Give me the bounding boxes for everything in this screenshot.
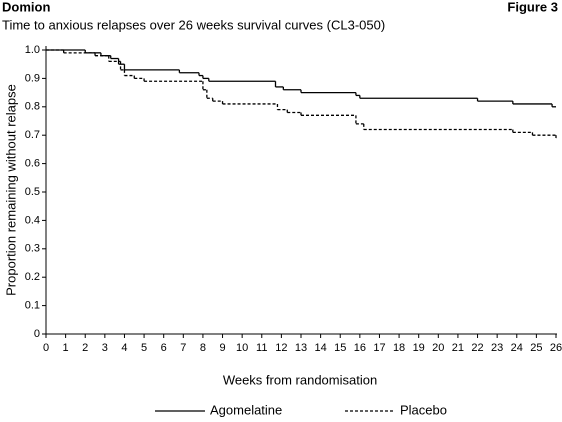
y-tick-label: 0.5 (25, 186, 40, 198)
y-tick-label: 0.8 (25, 101, 40, 113)
legend-label: Placebo (400, 402, 447, 417)
x-tick-label: 11 (256, 342, 267, 354)
x-tick-label: 9 (219, 342, 225, 354)
x-tick-label: 22 (471, 342, 483, 354)
x-tick-label: 26 (550, 342, 562, 354)
x-tick-label: 19 (413, 342, 425, 354)
y-axis-label: Proportion remaining without relapse (3, 84, 18, 296)
y-tick-label: 0.7 (25, 129, 40, 141)
legend-label: Agomelatine (210, 402, 282, 417)
y-tick-label: 0.9 (25, 72, 40, 84)
x-tick-label: 8 (200, 342, 206, 354)
x-tick-label: 13 (295, 342, 307, 354)
x-tick-label: 23 (491, 342, 503, 354)
x-tick-label: 16 (354, 342, 366, 354)
x-tick-label: 18 (393, 342, 405, 354)
y-tick-label: 0 (34, 328, 40, 340)
x-tick-label: 25 (530, 342, 542, 354)
x-tick-label: 24 (511, 342, 523, 354)
x-tick-label: 7 (180, 342, 186, 354)
x-tick-label: 15 (334, 342, 346, 354)
y-tick-label: 0.4 (25, 214, 40, 226)
y-tick-label: 0.3 (25, 243, 40, 255)
y-tick-label: 0.1 (25, 300, 40, 312)
x-tick-label: 3 (102, 342, 108, 354)
x-tick-label: 6 (161, 342, 167, 354)
header-right: Figure 3 (507, 0, 558, 14)
y-tick-label: 0.6 (25, 158, 40, 170)
y-tick-label: 0.2 (25, 271, 40, 283)
x-tick-label: 12 (275, 342, 287, 354)
x-tick-label: 20 (432, 342, 444, 354)
x-tick-label: 0 (43, 342, 49, 354)
x-tick-label: 21 (452, 342, 464, 354)
x-tick-label: 17 (373, 342, 385, 354)
x-tick-label: 2 (82, 342, 88, 354)
x-tick-label: 1 (63, 342, 69, 354)
x-tick-label: 10 (236, 342, 248, 354)
x-tick-label: 5 (141, 342, 147, 354)
x-axis-label: Weeks from randomisation (223, 372, 377, 387)
header-left: Domion (2, 0, 50, 14)
x-tick-label: 4 (121, 342, 127, 354)
x-tick-label: 14 (314, 342, 326, 354)
chart-title: Time to anxious relapses over 26 weeks s… (2, 17, 385, 32)
y-tick-label: 1.0 (25, 44, 40, 56)
